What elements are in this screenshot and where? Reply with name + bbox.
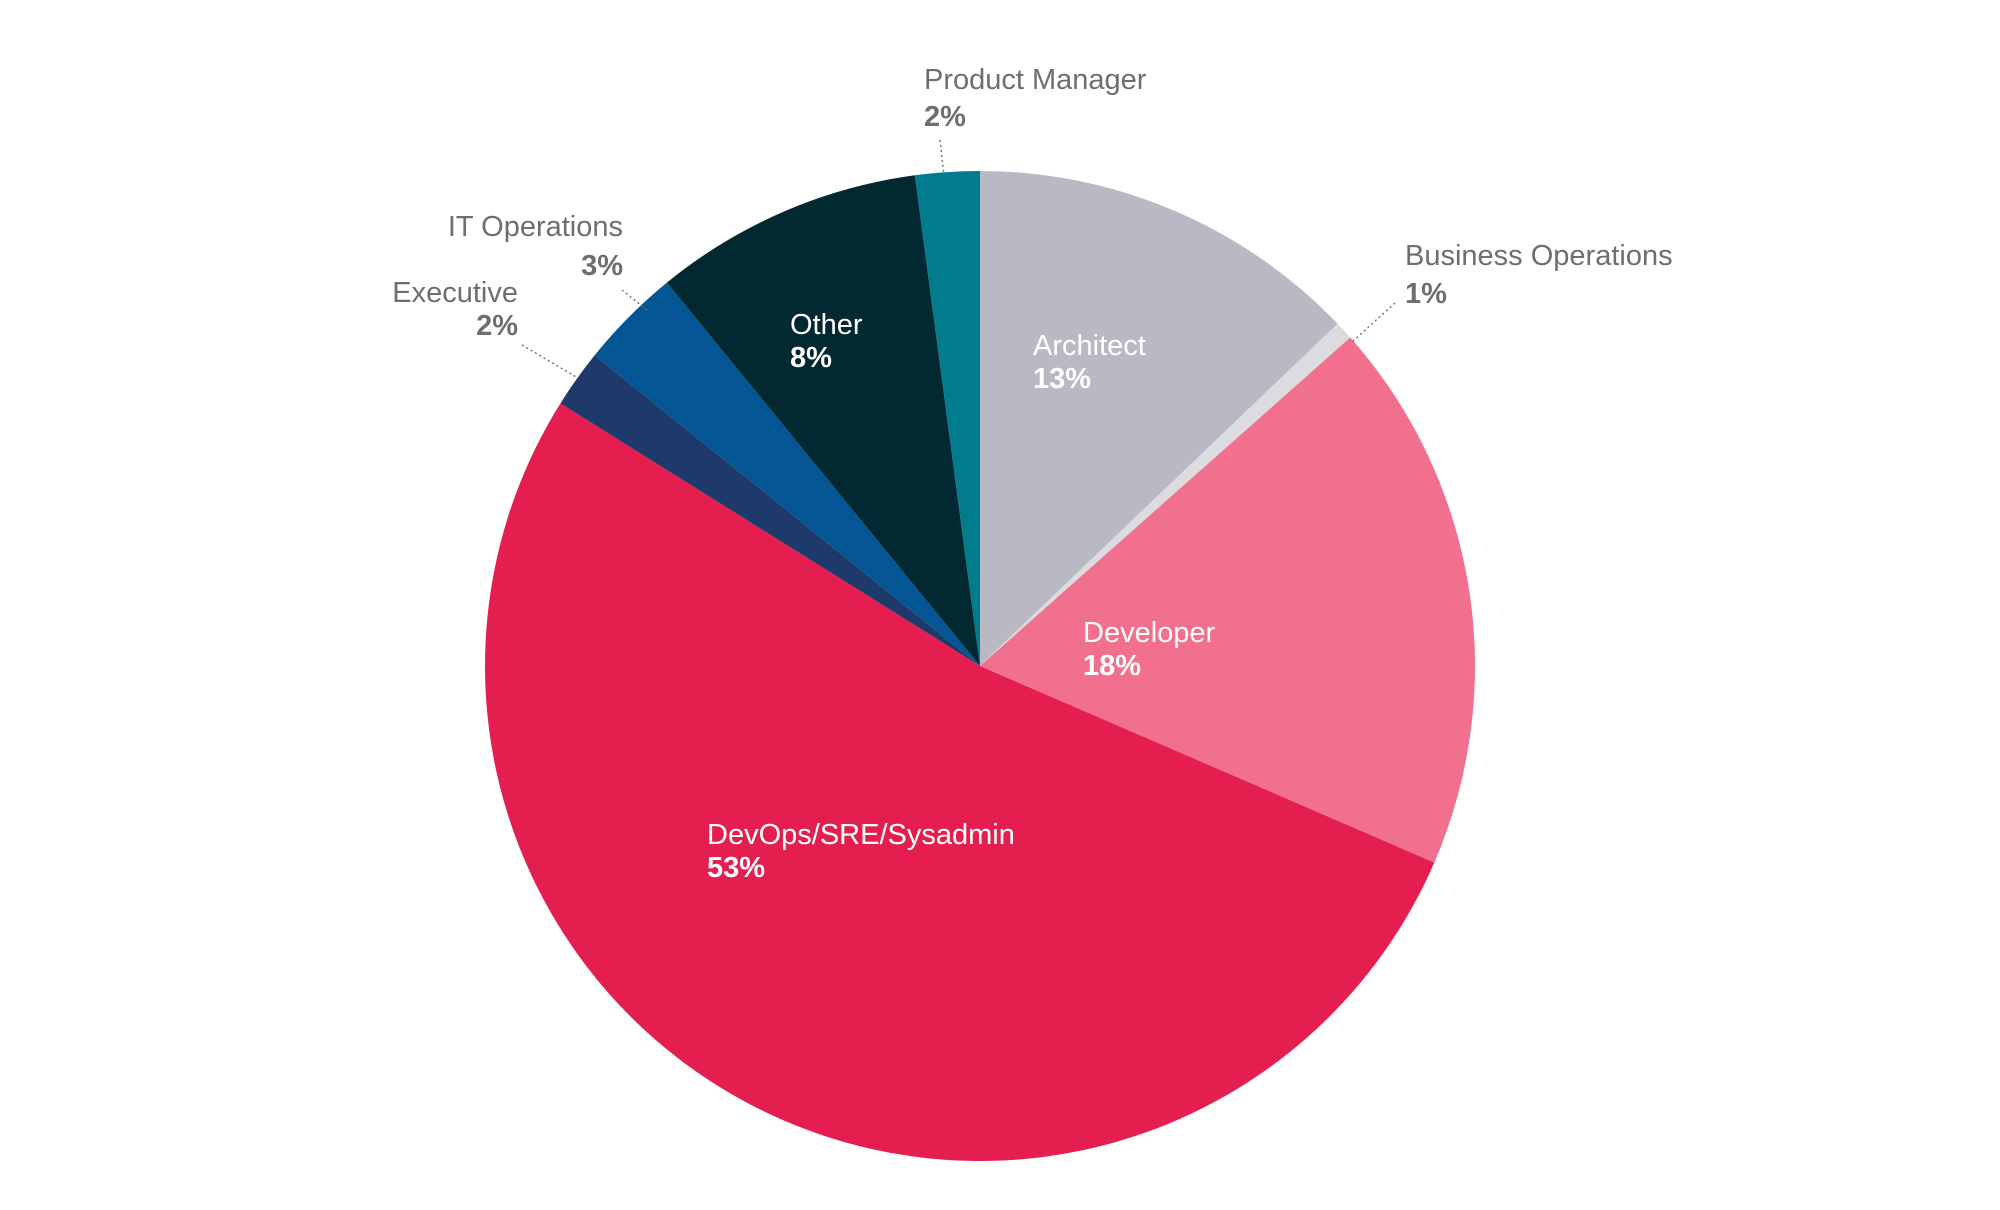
- leader-lines: [521, 139, 1396, 379]
- pie-slices: [485, 171, 1475, 1162]
- slice-value-other: 8%: [790, 342, 832, 374]
- slice-value-executive: 2%: [476, 310, 518, 342]
- slice-label-devops-sre-sysadmin: DevOps/SRE/Sysadmin: [707, 819, 1015, 851]
- slice-label-business-operations: Business Operations: [1405, 240, 1673, 272]
- leader-line-it-operations: [621, 289, 649, 312]
- slice-value-devops-sre-sysadmin: 53%: [707, 852, 765, 884]
- pie-slice-architect: [980, 171, 1338, 666]
- slice-label-product-manager: Product Manager: [924, 64, 1147, 96]
- leader-line-executive: [521, 344, 579, 379]
- pie-slice-it-operations: [594, 282, 980, 666]
- pie-slice-executive: [560, 355, 980, 666]
- pie-slice-business-operations: [980, 323, 1351, 666]
- slice-label-developer: Developer: [1083, 617, 1216, 649]
- leader-line-product-manager: [939, 139, 945, 177]
- pie-slice-product-manager: [914, 171, 980, 666]
- slice-value-developer: 18%: [1083, 650, 1141, 682]
- pie-slice-developer: [980, 337, 1475, 863]
- leader-line-business-operations: [1351, 302, 1396, 343]
- slice-value-it-operations: 3%: [581, 250, 623, 282]
- slice-label-architect: Architect: [1033, 330, 1146, 362]
- slice-label-it-operations: IT Operations: [448, 211, 623, 243]
- pie-slice-other: [666, 175, 980, 667]
- slice-value-architect: 13%: [1033, 363, 1091, 395]
- slice-label-executive: Executive: [392, 277, 518, 309]
- slice-value-product-manager: 2%: [924, 101, 966, 133]
- pie-slice-devops-sre-sysadmin: [485, 403, 1435, 1162]
- slice-value-business-operations: 1%: [1405, 278, 1447, 310]
- slice-label-other: Other: [790, 309, 863, 341]
